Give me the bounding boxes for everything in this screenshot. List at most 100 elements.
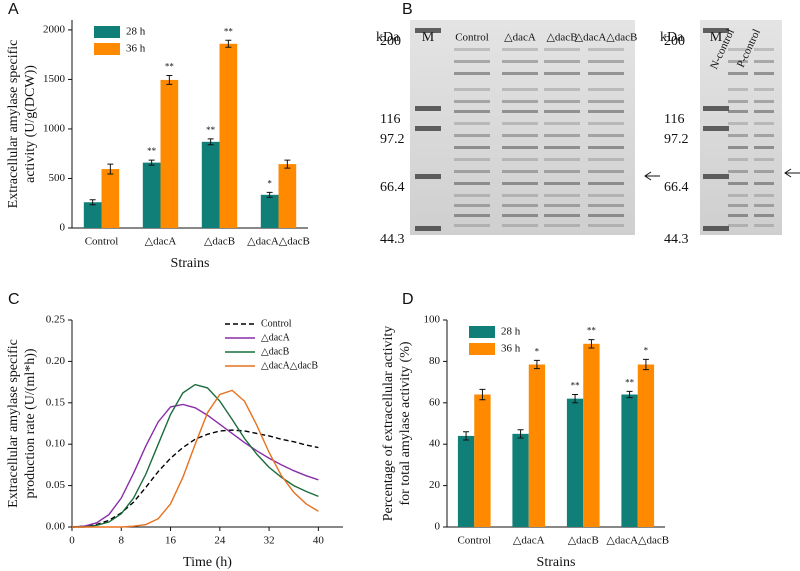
x-tick-label: Control xyxy=(85,236,119,248)
band xyxy=(544,146,580,149)
lane-label: M xyxy=(710,30,723,45)
band xyxy=(754,48,774,51)
y-tick-label: 100 xyxy=(424,314,441,326)
band xyxy=(588,158,624,161)
x-tick-label: △dacB xyxy=(204,236,235,248)
bar xyxy=(528,364,546,527)
marker-label: 116 xyxy=(664,112,684,127)
error-bar xyxy=(166,74,173,85)
error-bar xyxy=(479,388,486,401)
x-tick-label: 8 xyxy=(119,535,125,547)
y-tick-label: 20 xyxy=(429,479,441,491)
significance: ** xyxy=(224,26,234,36)
x-tick-label: Control xyxy=(457,535,491,547)
panel-label: C xyxy=(8,291,20,308)
band xyxy=(728,122,748,125)
band xyxy=(703,226,729,231)
bar xyxy=(260,194,279,228)
band xyxy=(502,204,538,207)
band xyxy=(454,146,490,149)
band xyxy=(544,214,580,217)
x-axis-label: Time (h) xyxy=(183,555,232,570)
panel-label: A xyxy=(8,1,19,18)
band xyxy=(754,122,774,125)
band xyxy=(754,224,774,227)
marker-label: 44.3 xyxy=(380,232,405,247)
band xyxy=(754,134,774,137)
band xyxy=(502,194,538,197)
band xyxy=(588,204,624,207)
unit-label: kDa xyxy=(376,30,400,45)
y-axis-label: Extracellular amylase specific xyxy=(6,40,21,209)
y-tick-label: 60 xyxy=(429,396,441,408)
y-tick-label: 500 xyxy=(49,172,66,184)
band xyxy=(728,48,748,51)
band xyxy=(728,110,748,113)
band xyxy=(544,60,580,63)
band xyxy=(415,126,441,131)
band xyxy=(728,182,748,185)
band xyxy=(588,170,624,173)
marker-label: 97.2 xyxy=(664,132,689,147)
band xyxy=(588,182,624,185)
band xyxy=(502,146,538,149)
marker-label: 66.4 xyxy=(664,180,689,195)
band xyxy=(728,204,748,207)
band xyxy=(703,174,729,179)
legend-swatch xyxy=(94,26,120,38)
band xyxy=(754,100,774,103)
band xyxy=(754,182,774,185)
band xyxy=(588,72,624,75)
bar xyxy=(160,79,179,228)
band xyxy=(544,182,580,185)
band xyxy=(754,88,774,91)
y-axis-label: Extracellular amylase specific xyxy=(6,339,21,508)
bar xyxy=(83,202,102,228)
band xyxy=(502,48,538,51)
band xyxy=(544,122,580,125)
band xyxy=(544,72,580,75)
band xyxy=(544,88,580,91)
y-tick-label: 0 xyxy=(60,222,66,234)
band xyxy=(703,106,729,111)
band xyxy=(415,226,441,231)
legend-label: 28 h xyxy=(501,326,521,338)
y-tick-label: 0.10 xyxy=(46,438,66,450)
lane-label: Control xyxy=(455,32,489,44)
line xyxy=(72,389,319,528)
error-bar xyxy=(266,191,273,198)
band xyxy=(544,194,580,197)
band xyxy=(754,214,774,217)
band xyxy=(454,194,490,197)
band xyxy=(588,60,624,63)
band xyxy=(728,100,748,103)
band xyxy=(502,158,538,161)
x-tick-label: △dacA△dacB xyxy=(606,535,669,547)
band xyxy=(754,72,774,75)
error-bar xyxy=(284,159,291,169)
legend-label: 36 h xyxy=(501,343,521,355)
marker-label: 200 xyxy=(664,34,685,49)
significance: ** xyxy=(206,125,216,135)
x-tick-label: △dacA xyxy=(145,236,177,248)
band xyxy=(588,48,624,51)
band xyxy=(502,122,538,125)
band xyxy=(588,224,624,227)
y-tick-label: 0.20 xyxy=(46,355,66,367)
band xyxy=(544,100,580,103)
gel-left xyxy=(410,20,635,235)
unit-label: kDa xyxy=(660,30,684,45)
y-tick-label: 1000 xyxy=(43,122,66,134)
significance: ** xyxy=(147,146,157,156)
band xyxy=(754,110,774,113)
x-tick-label: 40 xyxy=(313,535,325,547)
band xyxy=(754,204,774,207)
x-tick-label: 32 xyxy=(264,535,275,547)
bar xyxy=(512,433,529,527)
significance: ** xyxy=(625,377,635,387)
error-bar xyxy=(107,163,114,175)
x-tick-label: △dacA△dacB xyxy=(247,236,310,248)
band xyxy=(728,72,748,75)
band xyxy=(588,214,624,217)
